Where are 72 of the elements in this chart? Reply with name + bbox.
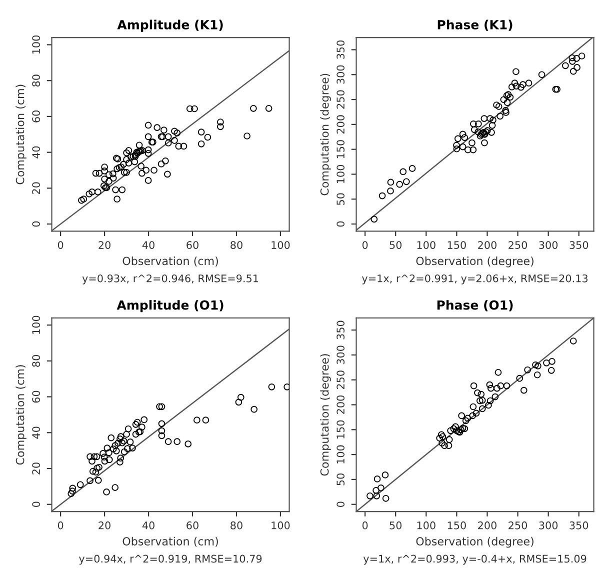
x-tick-label: 350 [570,241,588,249]
x-tick-label: 60 [186,241,198,249]
y-tick-label: 350 [336,320,345,340]
text: y=1x, r^2=0.993, y=-0.4+x, RMSE=15.09 [363,554,586,565]
y-tick-label: 100 [336,445,345,464]
y-axis-title: Computation (cm) [16,84,26,184]
x-axis-title: Observation (cm) [122,256,218,266]
x-tick-label: 0 [362,241,368,249]
x-tick-label: 20 [98,241,110,249]
x-tick-label: 300 [539,241,558,249]
y-tick-label: 100 [32,316,40,334]
x-tick-label: 40 [142,521,154,530]
y-tick-label: 150 [336,140,345,158]
x-tick-label: 150 [448,521,466,530]
text: y=0.94x, r^2=0.919, RMSE=10.79 [79,554,262,565]
x-tick-label: 50 [390,521,402,530]
y-axis-title: Computation (cm) [16,365,26,465]
chart-title: Phase (K1) [438,20,512,31]
x-tick-label: 40 [142,241,154,249]
y-tick-label: 0 [32,221,40,227]
y-tick-label: 300 [336,65,345,84]
x-tick-label: 100 [417,521,436,530]
x-axis-title: Observation (degree) [416,536,534,548]
chart-title: Amplitude (O1) [116,300,224,312]
y-tick-label: 0 [32,502,40,507]
y-tick-label: 80 [32,354,40,367]
x-tick-label: 100 [272,521,290,530]
y-tick-label: 0 [336,502,345,507]
y-tick-label: 60 [32,110,40,122]
x-tick-label: 200 [478,521,496,530]
x-tick-label: 80 [230,521,242,530]
text: y=1x, r^2=0.991, y=2.06+x, RMSE=20.13 [362,274,588,284]
x-tick-label: 250 [508,241,528,249]
x-axis-title: Observation (degree) [416,256,534,268]
chart-title: Amplitude (K1) [117,20,223,32]
x-tick-label: 60 [186,521,198,530]
x-tick-label: 150 [448,241,466,249]
y-tick-label: 40 [32,426,40,439]
x-tick-label: 20 [98,521,110,530]
y-tick-label: 80 [32,74,40,87]
y-axis-title: Computation (degree) [320,74,331,196]
y-tick-label: 250 [336,370,345,390]
x-tick-label: 0 [58,241,64,249]
y-axis-title: Computation (degree) [320,354,331,476]
x-tick-label: 50 [390,241,402,249]
x-tick-label: 350 [570,521,588,530]
y-tick-label: 40 [32,146,40,158]
y-tick-label: 20 [32,182,40,194]
y-tick-label: 100 [336,164,345,184]
y-tick-label: 50 [336,474,345,486]
y-tick-label: 100 [32,35,40,54]
x-tick-label: 80 [230,241,242,249]
x-axis-title: Observation (cm) [122,536,218,547]
y-tick-label: 50 [336,193,345,205]
y-tick-label: 60 [32,390,40,403]
x-tick-label: 0 [362,521,368,530]
x-tick-label: 300 [539,521,558,530]
chart-title: Phase (O1) [437,300,513,312]
x-tick-label: 100 [272,241,290,249]
x-tick-label: 200 [478,241,496,249]
x-tick-label: 100 [417,241,436,249]
x-tick-label: 250 [508,521,528,530]
y-tick-label: 20 [32,462,40,474]
y-tick-label: 250 [336,90,345,109]
text: y=0.93x, r^2=0.946, RMSE=9.51 [82,274,258,284]
y-tick-label: 0 [336,221,345,227]
x-tick-label: 0 [58,521,64,530]
y-tick-label: 200 [336,115,345,134]
y-tick-label: 200 [336,396,345,414]
y-tick-label: 150 [336,420,345,438]
y-tick-label: 350 [336,40,345,59]
y-tick-label: 300 [336,346,345,364]
